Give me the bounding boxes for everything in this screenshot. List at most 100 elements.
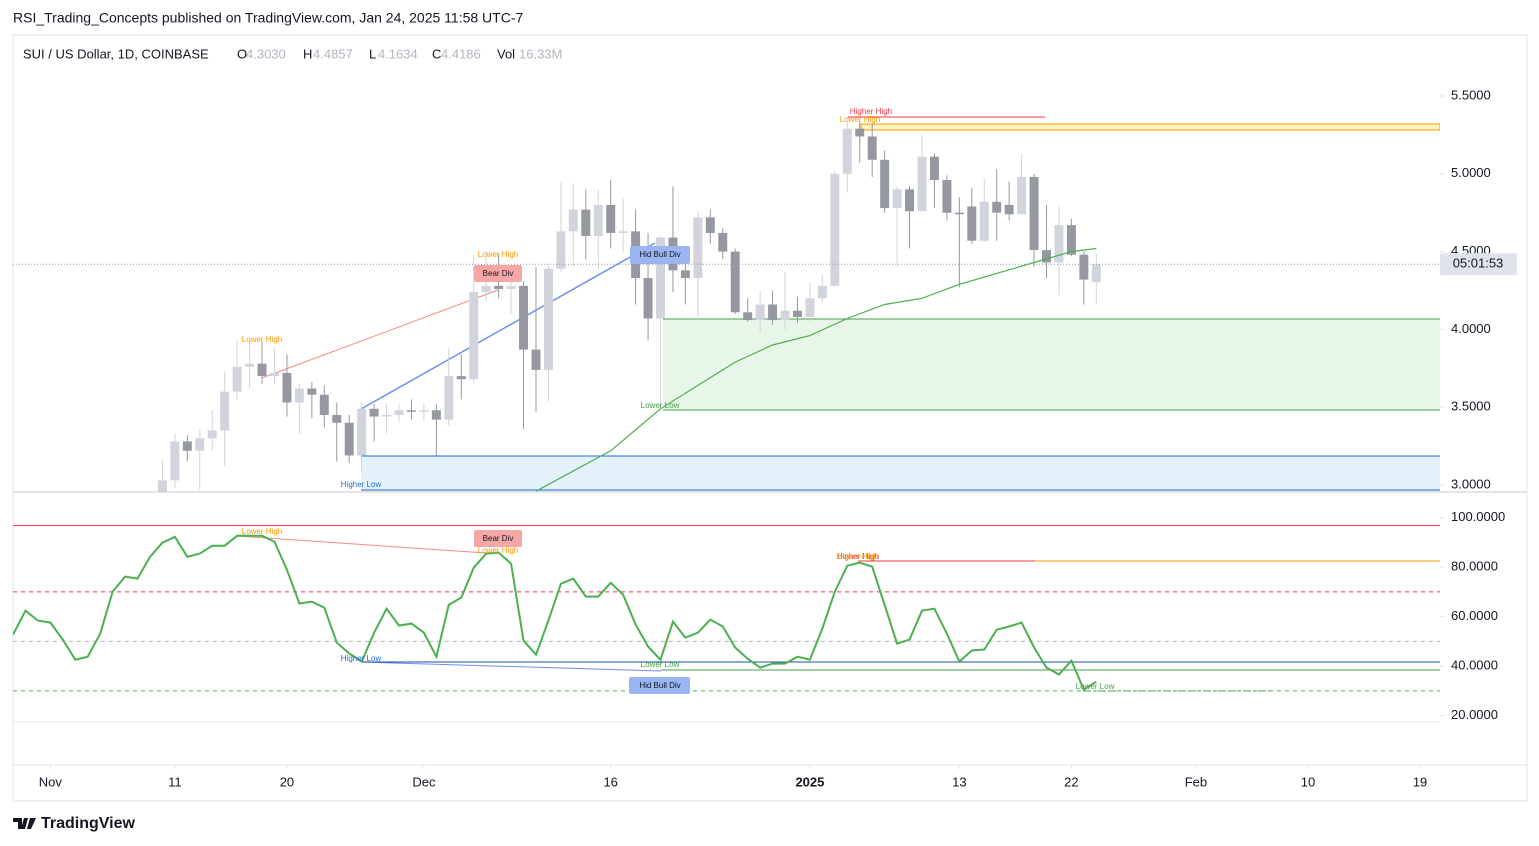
annotation: Lower High [478, 546, 518, 555]
candle-body [805, 298, 815, 317]
x-tick-label: 22 [1064, 774, 1078, 789]
candle-body [1042, 250, 1051, 263]
candle-body [979, 201, 989, 241]
candle-body [917, 156, 927, 212]
candle-body [307, 388, 317, 395]
x-tick-label: Nov [39, 774, 63, 789]
y-tick-label: 40.0000 [1451, 658, 1498, 673]
candle-body [207, 430, 217, 439]
candle-body [606, 204, 616, 233]
legend-value: 16.33M [519, 46, 562, 61]
candle-body [245, 363, 255, 367]
logo-icon [13, 818, 36, 829]
candle-body [905, 189, 915, 212]
rsi-drawings [13, 525, 1440, 692]
x-tick-label: 16 [603, 774, 617, 789]
annotation: Lower Low [1076, 682, 1115, 691]
x-tick-label: 19 [1413, 774, 1427, 789]
publisher: RSI_Trading_Concepts published on Tradin… [13, 10, 523, 26]
demand-zone [663, 319, 1440, 410]
candle-body [842, 128, 852, 174]
candle-body [456, 376, 466, 380]
candle-body [419, 410, 429, 412]
candle-body [867, 136, 877, 160]
y-tick-label: 3.0000 [1451, 476, 1491, 491]
candle-body [817, 285, 827, 299]
annotation: Lower High [478, 250, 518, 259]
candle-body [593, 204, 603, 237]
moving-average [535, 247, 1097, 492]
candle-body [220, 391, 230, 431]
resistance-zone [860, 123, 1440, 131]
candle-body [967, 206, 977, 241]
candle-body [780, 310, 790, 321]
legend-value: 4.4186 [441, 46, 481, 61]
x-tick-label: 10 [1301, 774, 1315, 789]
candle-body [643, 278, 653, 319]
y-tick-label: 4.0000 [1451, 321, 1491, 336]
x-tick-label: Dec [412, 774, 436, 789]
candle-body [282, 372, 292, 403]
annotation: Bear Div [483, 269, 514, 278]
candle-body [506, 285, 516, 289]
candle-body [257, 363, 267, 377]
divergence-line [236, 535, 487, 554]
candle-body [543, 268, 553, 370]
candle-body [170, 441, 180, 481]
x-tick-label: 13 [952, 774, 966, 789]
x-tick-label: 2025 [795, 774, 824, 789]
countdown: 05:01:53 [1453, 256, 1504, 271]
annotation: Higher Low [341, 480, 382, 489]
candle-body [942, 180, 952, 213]
candle-body [1017, 176, 1027, 215]
candle-body [531, 349, 541, 370]
y-tick-label: 60.0000 [1451, 608, 1498, 623]
candle-body [581, 209, 591, 237]
candle-body [880, 159, 890, 209]
x-tick-label: 11 [168, 774, 182, 789]
annotation: Hid Bull Div [639, 250, 680, 259]
candle-body [469, 292, 479, 380]
annotation: Lower High [840, 115, 880, 124]
candle-body [195, 438, 205, 451]
candle-body [344, 422, 354, 456]
divergence-line [360, 242, 656, 410]
candle-body [768, 304, 778, 321]
candle-body [680, 270, 690, 279]
label-box [630, 246, 690, 264]
label-box [474, 530, 522, 547]
annotation: Hid Bull Div [639, 681, 680, 690]
y-tick-label: 3.5000 [1451, 399, 1491, 414]
candle-body [929, 156, 939, 181]
y-tick-label: 20.0000 [1451, 707, 1498, 722]
candle-body [369, 408, 379, 417]
legend-key: L [369, 46, 376, 61]
divergence-line [360, 661, 662, 672]
candle-body [830, 173, 840, 286]
candle-body [656, 237, 665, 319]
candle-body [406, 410, 416, 412]
y-tick-label: 5.0000 [1451, 165, 1491, 180]
candle-body [382, 414, 392, 417]
candle-body [892, 189, 902, 209]
label-box [474, 265, 522, 282]
annotation: Higher Low [341, 654, 382, 663]
legend-value: 4.4857 [313, 46, 353, 61]
annotation: Higher High [837, 552, 879, 561]
price-drawings [261, 116, 1440, 491]
candle-body [319, 394, 329, 415]
y-tick-label: 80.0000 [1451, 559, 1498, 574]
candle-body [693, 217, 703, 279]
candle-body [954, 212, 964, 215]
candle-body [232, 366, 242, 392]
candle-body [1091, 264, 1101, 283]
x-tick-label: Feb [1185, 774, 1207, 789]
legend-key: Vol [497, 46, 515, 61]
logo: TradingView [13, 815, 136, 832]
candle-body [270, 372, 279, 377]
candle-body [431, 410, 441, 420]
candle-body [182, 441, 192, 451]
candle-body [855, 128, 865, 137]
symbol: SUI / US Dollar, 1D, COINBASE [23, 46, 209, 61]
